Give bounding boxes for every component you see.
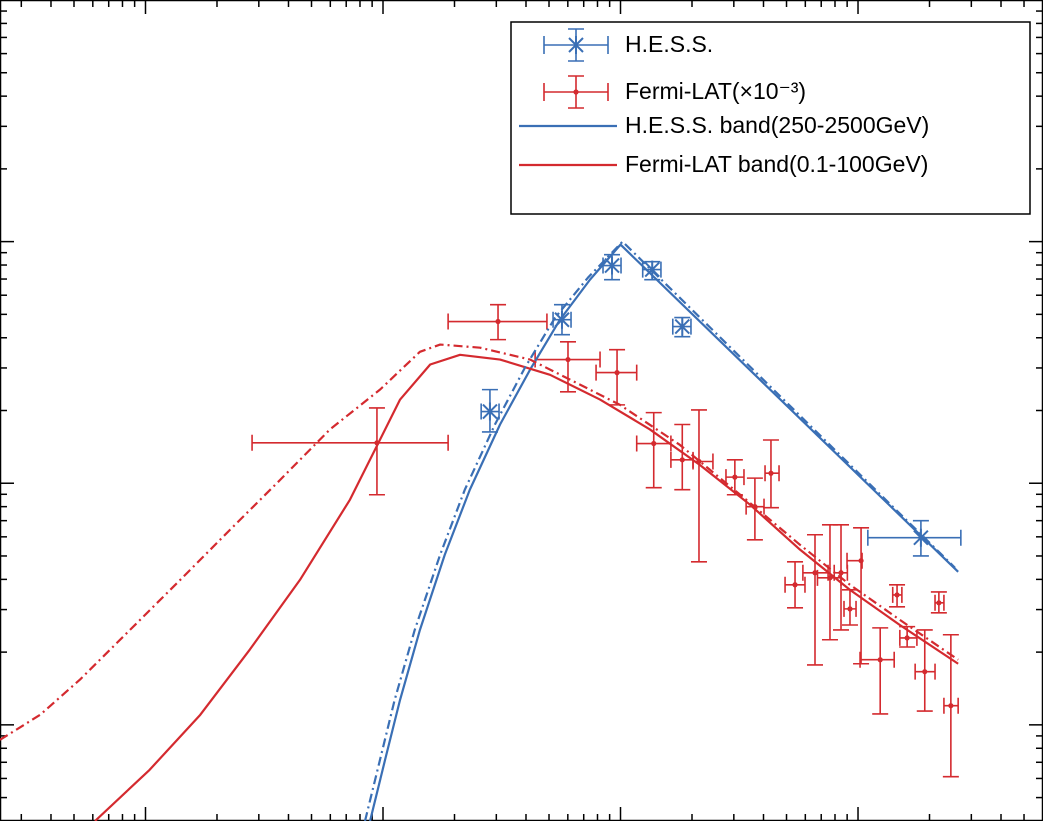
marker	[573, 89, 579, 95]
marker	[894, 592, 900, 598]
marker	[614, 370, 620, 376]
legend-label: H.E.S.S. band(250-2500GeV)	[625, 112, 929, 138]
marker	[482, 402, 498, 421]
y-error-bar	[368, 407, 385, 496]
legend-label: H.E.S.S.	[625, 31, 713, 57]
marker	[732, 474, 738, 480]
marker	[568, 36, 584, 54]
marker	[812, 570, 818, 576]
marker	[904, 635, 910, 641]
marker	[768, 470, 774, 476]
x-error-bar	[867, 529, 962, 546]
line	[94, 353, 959, 821]
marker	[838, 570, 844, 576]
y-error-bar	[806, 533, 823, 666]
legend-label: Fermi-LAT(×10⁻³)	[625, 78, 806, 104]
marker	[651, 440, 657, 447]
marker	[792, 582, 798, 588]
legend-box	[510, 21, 1031, 215]
marker	[827, 575, 833, 581]
errorbar-series	[480, 253, 962, 557]
legend-label: Fermi-LAT band(0.1-100GeV)	[625, 151, 928, 177]
marker	[847, 606, 853, 612]
marker	[495, 318, 501, 325]
marker	[877, 657, 883, 663]
marker	[674, 317, 690, 336]
y-error-bar	[690, 409, 707, 563]
marker	[936, 600, 942, 606]
marker	[858, 558, 864, 564]
y-error-bar	[645, 411, 662, 489]
y-error-bar	[821, 523, 838, 641]
marker	[922, 669, 928, 675]
marker	[565, 356, 571, 363]
y-error-bar	[609, 348, 626, 406]
marker	[913, 528, 929, 547]
x-error-bar	[859, 651, 895, 668]
y-error-bar	[674, 423, 691, 491]
y-error-bar	[872, 627, 889, 715]
errorbar-series	[251, 303, 959, 778]
line	[368, 243, 959, 821]
y-error-bar	[853, 526, 870, 665]
marker	[948, 703, 954, 709]
line	[0, 343, 959, 741]
legend: H.E.S.S. Fermi-LAT(×10⁻³) H.E.S.S. band(25…	[510, 21, 1031, 215]
line	[363, 240, 956, 821]
x-error-bar	[251, 434, 449, 451]
marker	[679, 457, 685, 463]
